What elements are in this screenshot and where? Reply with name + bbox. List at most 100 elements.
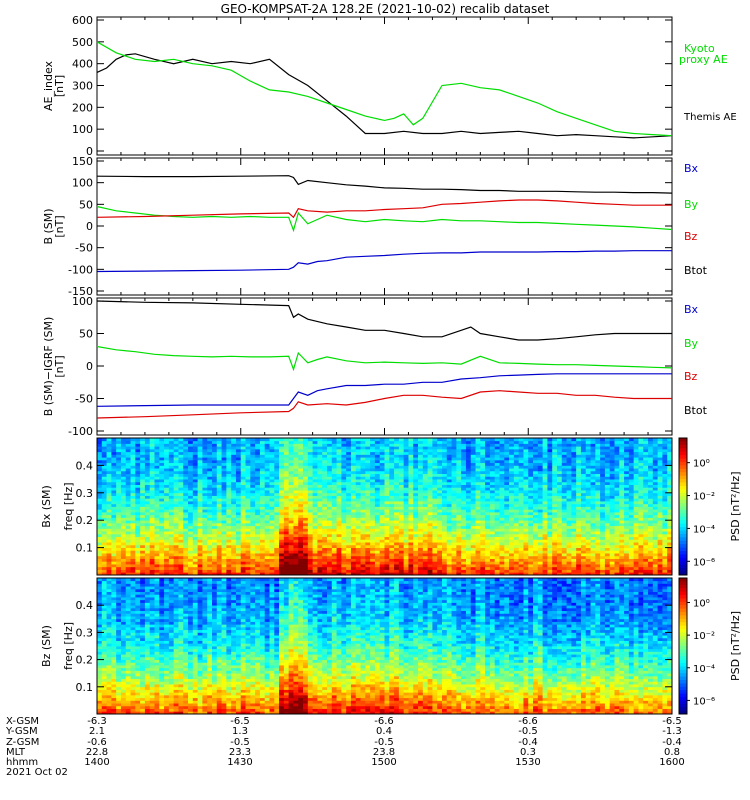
y-tick-label: -50 [75,393,93,406]
spectrogram-3 [97,438,673,576]
colorbar-tick-label: 10⁻² [693,631,715,642]
y-axis-label: Bx (SM) [40,485,53,528]
y-axis-label: Bz (SM) [40,625,53,667]
axis-table-row-label: Y-GSM [5,726,38,737]
colorbar: 10⁰ 10⁻² 10⁻⁴ 10⁻⁶ PSD [nT²/Hz] [678,577,742,715]
y-tick-label: 200 [72,101,93,114]
legend-label: Bx [684,303,699,316]
series-line-bz [96,390,672,419]
y-tick-label: -100 [68,425,93,438]
axis-table-value: 1430 [227,757,252,768]
legend-label: Bx [684,162,699,175]
legend-label: By [684,198,699,211]
y-axis-label: [nT] [53,215,66,237]
axis-table-row-label: 2021 Oct 02 [6,767,68,778]
series-line-bx [96,250,672,273]
y-axis-label: freq [Hz] [62,622,75,670]
colorbar-label: PSD [nT²/Hz] [729,611,742,681]
y-tick-label: 0.1 [76,542,94,555]
series-line-bx [96,373,672,407]
colorbar-tick-label: 10⁰ [693,598,710,609]
axis-table-value: 1400 [84,757,109,768]
series-line-by [96,205,673,233]
y-tick-label: 0.4 [76,459,94,472]
axis-table-value: -6.6 [374,716,394,727]
plot-frame [96,157,673,296]
y-tick-label: 500 [72,36,93,49]
y-tick-label: -150 [68,285,93,298]
colorbar-tick-label: 10⁻⁶ [693,696,715,707]
axis-table-row-label: Z-GSM [6,737,39,748]
axis-table-value: 1500 [371,757,396,768]
legend-label: Btot [684,264,708,277]
plot-frame [96,297,673,436]
y-tick-label: 600 [72,14,93,27]
legend-label: By [684,337,699,350]
panel-4: 0.10.20.30.4Bz (SM) freq [Hz]10⁰10⁻²10⁻⁴1… [40,577,742,715]
legend-label: Bz [684,370,698,383]
series-line-btot [96,175,673,194]
axis-table-value: 1600 [659,757,684,768]
y-axis-label: [nT] [53,355,66,377]
series-line-bz [96,199,672,219]
y-tick-label: -50 [75,242,93,255]
axis-table-value: 23.8 [373,747,395,758]
colorbar-tick-label: 10⁰ [693,459,710,470]
series-line-btot [96,300,672,341]
axis-table-value: 2.1 [89,726,105,737]
colorbar-tick-label: 10⁻⁶ [693,557,715,568]
axis-table-value: 0.4 [376,726,392,737]
colorbar-tick-label: 10⁻² [693,492,715,503]
y-tick-label: 0.2 [76,514,94,527]
axis-table-value: -1.3 [662,726,682,737]
plot-frame [96,437,673,576]
legend-label: Kyoto [684,42,715,55]
y-tick-label: 0.2 [76,654,94,667]
y-tick-label: 0.1 [76,681,94,694]
axis-table-value: 0.3 [520,747,536,758]
spectrogram-4 [97,578,673,715]
y-tick-label: 0 [86,360,93,373]
panel-3: 0.10.20.30.4Bx (SM) freq [Hz]10⁰10⁻²10⁻⁴1… [40,437,742,576]
panel-0: 0 100 200 300 400 500 600 AE_index[nT] Kyotoprox… [42,14,737,158]
y-tick-label: 50 [79,198,93,211]
y-tick-label: 0 [86,145,93,158]
axis-table-value: 1.3 [232,726,248,737]
axis-table-row-label: hhmm [6,757,38,768]
axis-table-value: -0.4 [518,737,538,748]
axis-table-value: 0.8 [664,747,680,758]
series-line-kyoto-proxy-ae [96,41,673,137]
y-tick-label: 0.4 [76,599,94,612]
plot-frame [96,16,673,156]
axis-table-value: -0.6 [87,737,107,748]
series-line-by [96,345,673,372]
axis-table-value: -6.3 [87,716,107,727]
colorbar-label: PSD [nT²/Hz] [729,471,742,541]
legend-label: proxy AE [679,53,728,66]
axis-table-value: -6.6 [518,716,538,727]
y-tick-label: 100 [72,295,93,308]
y-axis-label: AE_index [42,60,55,111]
y-tick-label: 100 [72,177,93,190]
y-tick-label: 400 [72,58,93,71]
legend-label: Themis AE [683,112,737,123]
axis-table-value: -0.5 [230,737,250,748]
axis-table-value: 1530 [515,757,540,768]
y-tick-label: -100 [68,263,93,276]
axis-table-value: 23.3 [229,747,251,758]
y-tick-label: 0 [86,220,93,233]
y-tick-label: 0.3 [76,626,94,639]
legend-label: Bz [684,230,698,243]
panel-1: -150 -100 -50 0 50 100 150 B (SM)[nT] Bx By Bz Btot [42,155,708,298]
colorbar: 10⁰ 10⁻² 10⁻⁴ 10⁻⁶ PSD [nT²/Hz] [678,437,742,576]
y-axis-label: freq [Hz] [62,482,75,530]
y-tick-label: 100 [72,123,93,136]
axis-table-value: -0.5 [374,737,394,748]
axis-table-row-label: X-GSM [6,716,39,727]
legend-label: Btot [684,404,708,417]
colorbar-tick-label: 10⁻⁴ [693,664,715,675]
panel-2: -100 -50 0 50 100 B (SM)−IGRF (SM)[nT] Bx By Bz B… [42,295,708,438]
axis-table-value: -0.5 [518,726,538,737]
y-axis-label: [nT] [53,75,66,97]
figure-title: GEO-KOMPSAT-2A 128.2E (2021-10-02) recal… [221,2,550,16]
